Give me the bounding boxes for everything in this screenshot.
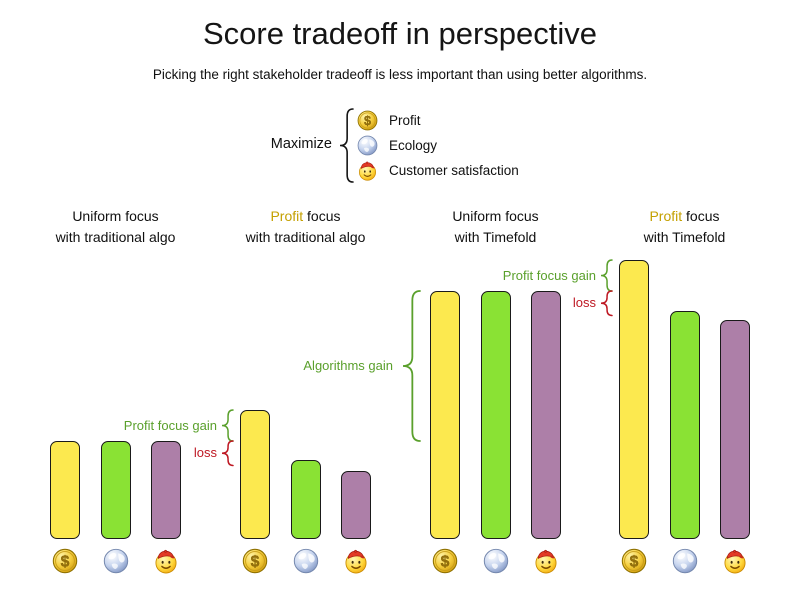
gain-brace	[221, 409, 234, 442]
legend: Profit Ecology Customer satisfaction	[357, 108, 519, 183]
legend-item-customer-satisfaction: Customer satisfaction	[357, 158, 519, 183]
group-label-highlight: Profit	[649, 208, 683, 224]
group-label: Profit focus with traditional algo	[196, 206, 416, 248]
gain-brace	[402, 290, 421, 442]
smiley-icon	[722, 548, 748, 574]
coin-icon	[621, 548, 647, 574]
score-bar-customer-satisfaction	[720, 320, 750, 539]
group-label-line1: focus	[303, 208, 341, 224]
loss-brace	[600, 290, 613, 317]
legend-brace	[339, 108, 354, 183]
score-bar-ecology	[100, 441, 131, 539]
loss-brace	[221, 440, 234, 467]
group-label: Uniform focus with Timefold	[386, 206, 606, 248]
group-label: Uniform focus with traditional algo	[6, 206, 226, 248]
score-bar-customer-satisfaction	[341, 471, 371, 539]
score-bar-customer-satisfaction	[531, 291, 561, 539]
legend-maximize-label: Maximize	[270, 136, 332, 152]
coin-icon	[432, 548, 458, 574]
loss-annotation: loss	[572, 295, 596, 311]
score-bar-ecology	[290, 460, 321, 539]
score-bar-ecology	[480, 291, 511, 539]
smiley-icon	[153, 548, 179, 574]
gain-annotation: Profit focus gain	[502, 267, 596, 283]
smiley-icon	[343, 548, 369, 574]
legend-item-label: Profit	[389, 113, 421, 128]
score-bar-profit	[50, 441, 80, 539]
group-label-line1: focus	[682, 208, 720, 224]
page-title: Score tradeoff in perspective	[202, 16, 598, 51]
group-label-highlight: Profit	[270, 208, 304, 224]
legend-item-ecology: Ecology	[357, 133, 519, 158]
globe-icon	[293, 548, 319, 574]
page-subtitle: Picking the right stakeholder tradeoff i…	[152, 67, 648, 82]
group-label-line1: Uniform focus	[72, 208, 159, 224]
legend-item-profit: Profit	[357, 108, 519, 133]
group-label-line2: with Timefold	[454, 229, 537, 245]
group-label-line2: with traditional algo	[245, 229, 366, 245]
score-bar-profit	[619, 260, 649, 539]
group-label-line1: Uniform focus	[452, 208, 539, 224]
coin-icon	[242, 548, 268, 574]
coin-icon	[52, 548, 78, 574]
globe-icon	[483, 548, 509, 574]
gain-annotation: Algorithms gain	[303, 358, 393, 373]
smiley-icon	[533, 548, 559, 574]
score-bar-profit	[430, 291, 460, 539]
score-bar-customer-satisfaction	[151, 441, 181, 539]
group-label: Profit focus with Timefold	[575, 206, 795, 248]
globe-icon	[103, 548, 129, 574]
legend-item-label: Ecology	[389, 138, 438, 153]
score-bar-ecology	[669, 311, 700, 539]
legend-item-label: Customer satisfaction	[389, 163, 519, 178]
group-label-line2: with traditional algo	[55, 229, 176, 245]
score-bar-profit	[240, 410, 270, 539]
loss-annotation: loss	[193, 445, 217, 461]
globe-icon	[357, 135, 378, 156]
group-label-line2: with Timefold	[643, 229, 726, 245]
globe-icon	[672, 548, 698, 574]
coin-icon	[357, 110, 378, 131]
smiley-icon	[357, 160, 378, 181]
gain-brace	[600, 259, 613, 292]
gain-annotation: Profit focus gain	[123, 417, 217, 433]
